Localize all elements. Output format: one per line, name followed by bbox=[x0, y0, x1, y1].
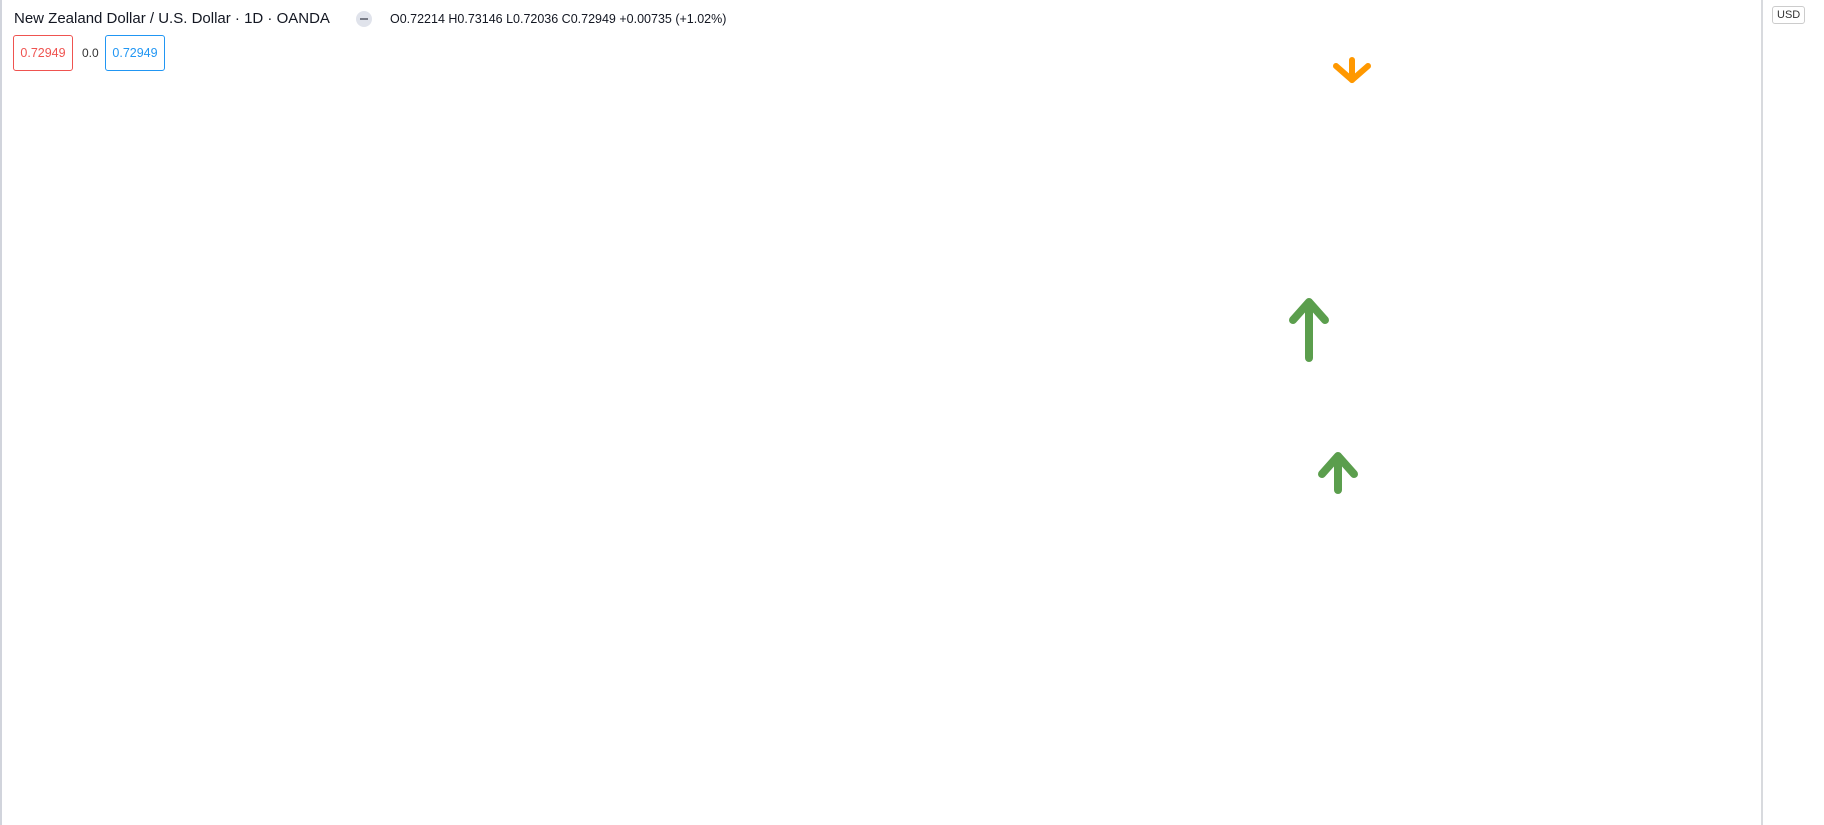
symbol-title: New Zealand Dollar / U.S. Dollar · 1D · … bbox=[14, 10, 330, 27]
sell-button[interactable]: 0.72949 bbox=[13, 35, 73, 71]
currency-button[interactable]: USD bbox=[1772, 6, 1806, 24]
ohlc-values: O0.72214 H0.73146 L0.72036 C0.72949 +0.0… bbox=[390, 12, 727, 26]
buy-button[interactable]: 0.72949 bbox=[105, 35, 165, 71]
spread: 0.0 bbox=[82, 46, 99, 60]
